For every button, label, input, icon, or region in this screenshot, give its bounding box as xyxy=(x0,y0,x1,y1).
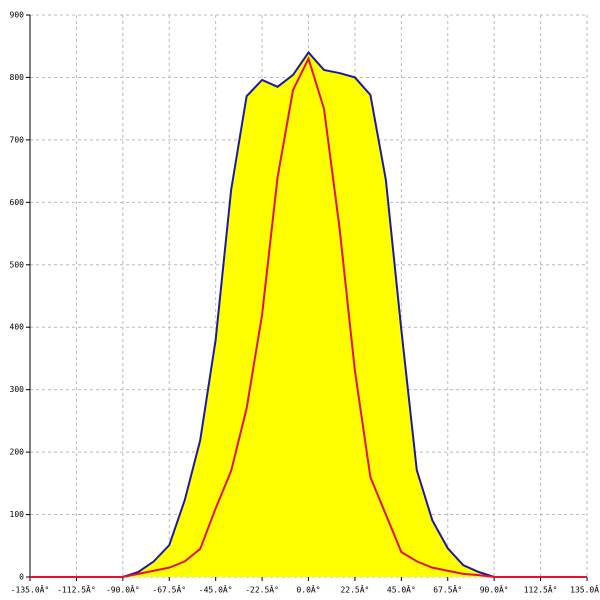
x-tick-label: 112.5Â° xyxy=(524,584,558,595)
x-tick-label: -22.5Â° xyxy=(245,584,279,595)
x-tick-label: -45.0Â° xyxy=(199,584,233,595)
x-tick-label: 0.0Â° xyxy=(296,584,320,595)
x-tick-label: 67.5Â° xyxy=(433,584,462,595)
line xyxy=(30,56,587,578)
y-tick-label: 800 xyxy=(10,73,25,82)
y-tick-label: 600 xyxy=(10,198,25,207)
y-tick-label: 400 xyxy=(10,323,25,332)
y-tick-label: 100 xyxy=(10,510,25,519)
x-tick-label: 90.0Â° xyxy=(480,584,509,595)
x-tick-label: -135.0Â° xyxy=(11,584,50,595)
y-tick-label: 500 xyxy=(10,260,25,269)
y-tick-label: 200 xyxy=(10,448,25,457)
x-tick-label: 22.5Â° xyxy=(340,584,369,595)
x-tick-label: -90.0Â° xyxy=(106,584,140,595)
x-tick-label: -67.5Â° xyxy=(152,584,186,595)
x-tick-label: -112.5Â° xyxy=(57,584,96,595)
x-tick-label: 45.0Â° xyxy=(387,584,416,595)
y-tick-label: 300 xyxy=(10,385,25,394)
y-tick-label: 700 xyxy=(10,135,25,144)
x-tick-label: 135.0Â° xyxy=(570,584,600,595)
y-tick-label: 900 xyxy=(10,11,25,20)
area xyxy=(30,52,587,577)
y-tick-label: 0 xyxy=(19,573,24,582)
